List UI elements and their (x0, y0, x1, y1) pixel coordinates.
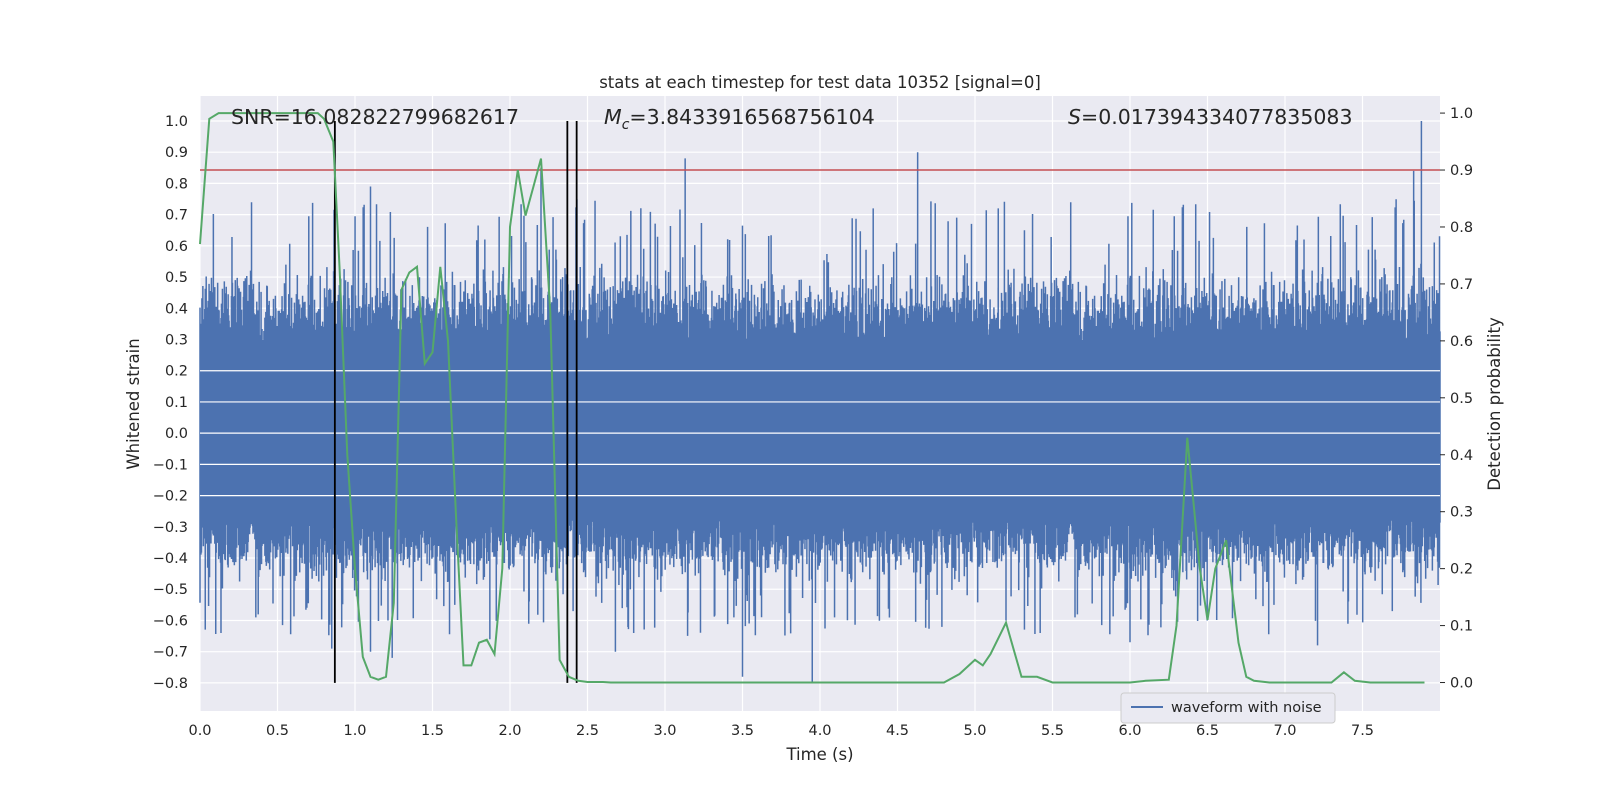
y-left-tick-label: 0.8 (165, 176, 188, 192)
y-left-tick-label: 0.9 (165, 145, 188, 161)
y-right-tick-label: 0.0 (1450, 676, 1473, 692)
x-tick-label: 0.5 (266, 723, 289, 739)
y-left-tick-label: 0.6 (165, 239, 188, 255)
x-tick-label: 6.0 (1118, 723, 1141, 739)
y-left-tick-label: 0.7 (165, 208, 188, 224)
y-left-tick-label: −0.7 (153, 645, 188, 661)
x-tick-label: 5.0 (963, 723, 986, 739)
x-tick-label: 1.5 (421, 723, 444, 739)
x-tick-label: 2.5 (576, 723, 599, 739)
x-tick-label: 7.5 (1351, 723, 1374, 739)
x-ticks: 0.0 0.5 1.0 1.5 2.0 2.5 3.0 3.5 4.0 4.5 5.0 5.5 6.0 6… (188, 723, 1374, 739)
y-right-tick-label: 0.7 (1450, 277, 1473, 293)
x-tick-label: 6.5 (1196, 723, 1219, 739)
y-left-tick-label: 0.4 (165, 301, 188, 317)
y-right-tick-label: 0.4 (1450, 448, 1473, 464)
y-left-tick-label: 0.3 (165, 333, 188, 349)
x-axis-title: Time (s) (785, 745, 853, 764)
legend-label: waveform with noise (1171, 700, 1322, 716)
waveform-core-band (200, 345, 1440, 518)
y-right-tick-label: 1.0 (1450, 106, 1473, 122)
y-left-tick-label: 0.2 (165, 364, 188, 380)
y-left-tick-label: −0.2 (153, 489, 188, 505)
x-tick-label: 7.0 (1273, 723, 1296, 739)
x-tick-label: 4.5 (886, 723, 909, 739)
y-left-tick-label: 0.5 (165, 270, 188, 286)
y-left-tick-label: −0.3 (153, 520, 188, 536)
x-tick-label: 5.5 (1041, 723, 1064, 739)
y-left-ticks: 1.0 0.9 0.8 0.7 0.6 0.5 0.4 0.3 0.2 0.1 0.0 −0.1 −0.… (153, 114, 188, 692)
y-right-tick-label: 0.3 (1450, 505, 1473, 521)
y-right-tick-label: 0.6 (1450, 334, 1473, 350)
y-right-tick-label: 0.1 (1450, 619, 1473, 635)
x-tick-label: 3.0 (653, 723, 676, 739)
x-tick-label: 0.0 (188, 723, 211, 739)
y-left-tick-label: 1.0 (165, 114, 188, 130)
y-left-axis-title: Whitened strain (124, 338, 143, 469)
x-tick-label: 3.5 (731, 723, 754, 739)
y-right-tick-label: 0.9 (1450, 163, 1473, 179)
y-left-tick-label: −0.6 (153, 613, 188, 629)
y-right-tick-label: 0.5 (1450, 391, 1473, 407)
y-left-tick-label: −0.4 (153, 551, 188, 567)
y-right-ticks: 1.0 0.9 0.8 0.7 0.6 0.5 0.4 0.3 0.2 0.1 0.0 (1440, 106, 1473, 692)
y-left-tick-label: 0.0 (165, 426, 188, 442)
y-right-axis-title: Detection probability (1485, 317, 1504, 491)
y-right-tick-label: 0.2 (1450, 562, 1473, 578)
snr-label: SNR=16.082822799682617 (231, 105, 519, 129)
y-left-tick-label: −0.5 (153, 582, 188, 598)
y-left-tick-label: 0.1 (165, 395, 188, 411)
waveform-series (199, 121, 1441, 683)
mc-label: Mc=3.8433916568756104 (604, 105, 875, 133)
y-left-tick-label: −0.1 (153, 457, 188, 473)
legend: waveform with noise (1120, 692, 1336, 724)
x-tick-label: 2.0 (498, 723, 521, 739)
chart-title: stats at each timestep for test data 103… (599, 73, 1041, 92)
probability-line (199, 112, 1425, 684)
vertical-markers (333, 120, 578, 683)
y-right-tick-label: 0.8 (1450, 220, 1473, 236)
s-label: S=0.017394334077835083 (1068, 105, 1353, 129)
legend-box (1120, 692, 1336, 724)
x-tick-label: 4.0 (808, 723, 831, 739)
x-tick-label: 1.0 (343, 723, 366, 739)
y-left-tick-label: −0.8 (153, 676, 188, 692)
